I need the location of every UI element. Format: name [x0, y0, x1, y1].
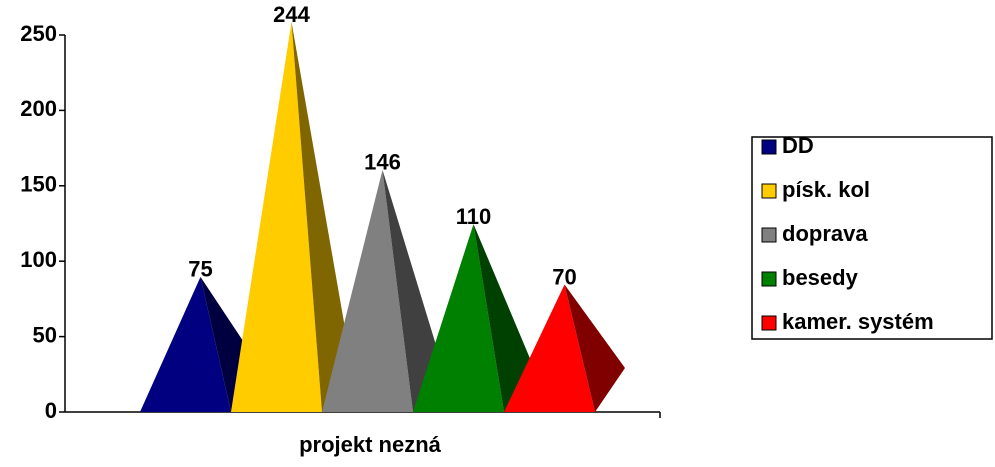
y-tick-label: 0	[45, 398, 57, 423]
legend-label: DD	[782, 133, 814, 158]
pyramid-side	[473, 224, 534, 412]
pyramid-front	[504, 284, 595, 412]
pyramid-side	[564, 284, 625, 412]
pyramid-front	[322, 169, 413, 412]
legend-swatch	[761, 271, 777, 287]
legend-label: besedy	[782, 265, 859, 290]
legend-box	[751, 136, 993, 340]
legend-label: kamer. systém	[782, 309, 934, 334]
data-label: 75	[188, 257, 212, 282]
data-label: 110	[456, 204, 492, 229]
pyramid-side	[382, 169, 443, 412]
data-label: 70	[552, 264, 576, 289]
x-tick-label: projekt nezná	[299, 432, 442, 457]
y-tick-label: 50	[33, 322, 57, 347]
pyramid-front	[140, 276, 231, 412]
y-tick-label: 200	[20, 96, 57, 121]
legend-swatch	[761, 139, 777, 155]
y-tick-label: 150	[20, 172, 57, 197]
data-label: 146	[364, 150, 401, 175]
legend-swatch	[761, 227, 777, 243]
y-tick-label: 100	[20, 247, 57, 272]
pyramid-front	[413, 224, 504, 412]
pyramid-side	[291, 22, 352, 412]
pyramid-front	[231, 22, 322, 412]
legend-label: písk. kol	[782, 177, 870, 202]
y-tick-label: 250	[20, 21, 57, 46]
legend-swatch	[761, 315, 777, 331]
data-label: 244	[273, 2, 310, 27]
legend-swatch	[761, 183, 777, 199]
legend-label: doprava	[782, 221, 868, 246]
